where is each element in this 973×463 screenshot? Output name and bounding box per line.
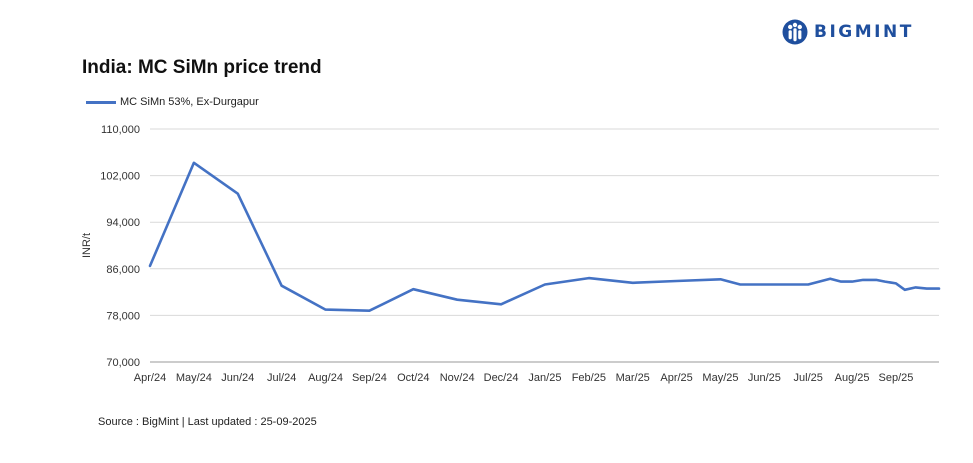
x-tick-label: Apr/24 bbox=[134, 372, 166, 384]
brand-name: BIGMINT bbox=[814, 22, 914, 42]
y-tick-label: 86,000 bbox=[106, 264, 140, 276]
y-axis-label: INR/t bbox=[81, 233, 93, 258]
x-tick-label: Nov/24 bbox=[440, 372, 475, 384]
brand-logo: BIGMINT bbox=[782, 16, 914, 48]
x-tick-label: Jul/25 bbox=[794, 372, 823, 384]
x-tick-label: Sep/24 bbox=[352, 372, 387, 384]
x-tick-label: Oct/24 bbox=[397, 372, 429, 384]
x-tick-labels: Apr/24 May/24 Jun/24 Jul/24 Aug/24 Sep/24 Oct/… bbox=[134, 372, 914, 384]
y-tick-label: 94,000 bbox=[106, 217, 140, 229]
series-line bbox=[148, 161, 941, 313]
x-tick-label: Jun/24 bbox=[221, 372, 254, 384]
source-note: Source : BigMint | Last updated : 25-09-… bbox=[98, 416, 317, 428]
chart-legend: MC SiMn 53%, Ex-Durgapur bbox=[86, 96, 259, 108]
y-tick-label: 110,000 bbox=[101, 124, 140, 136]
x-tick-label: Apr/25 bbox=[660, 372, 692, 384]
x-tick-label: Jul/24 bbox=[267, 372, 296, 384]
x-tick-label: Sep/25 bbox=[879, 372, 914, 384]
gridlines bbox=[150, 128, 939, 363]
x-tick-label: Aug/24 bbox=[308, 372, 343, 384]
legend-swatch bbox=[86, 100, 116, 104]
x-tick-label: Jun/25 bbox=[748, 372, 781, 384]
series-lines bbox=[148, 161, 941, 313]
legend-label: MC SiMn 53%, Ex-Durgapur bbox=[120, 96, 259, 108]
x-tick-label: Mar/25 bbox=[616, 372, 650, 384]
brand-logo-icon bbox=[782, 19, 808, 45]
x-tick-label: May/24 bbox=[176, 372, 212, 384]
x-tick-label: Feb/25 bbox=[572, 372, 606, 384]
y-tick-label: 78,000 bbox=[106, 310, 140, 322]
y-tick-labels: 70,000 78,000 86,000 94,000 102,000 110,000 bbox=[100, 124, 140, 369]
x-tick-label: Jan/25 bbox=[528, 372, 561, 384]
x-tick-label: Dec/24 bbox=[484, 372, 519, 384]
x-tick-label: Aug/25 bbox=[835, 372, 870, 384]
x-tick-label: May/25 bbox=[702, 372, 738, 384]
chart-title: India: MC SiMn price trend bbox=[82, 57, 322, 78]
y-tick-label: 70,000 bbox=[106, 357, 140, 369]
y-tick-label: 102,000 bbox=[100, 171, 140, 183]
